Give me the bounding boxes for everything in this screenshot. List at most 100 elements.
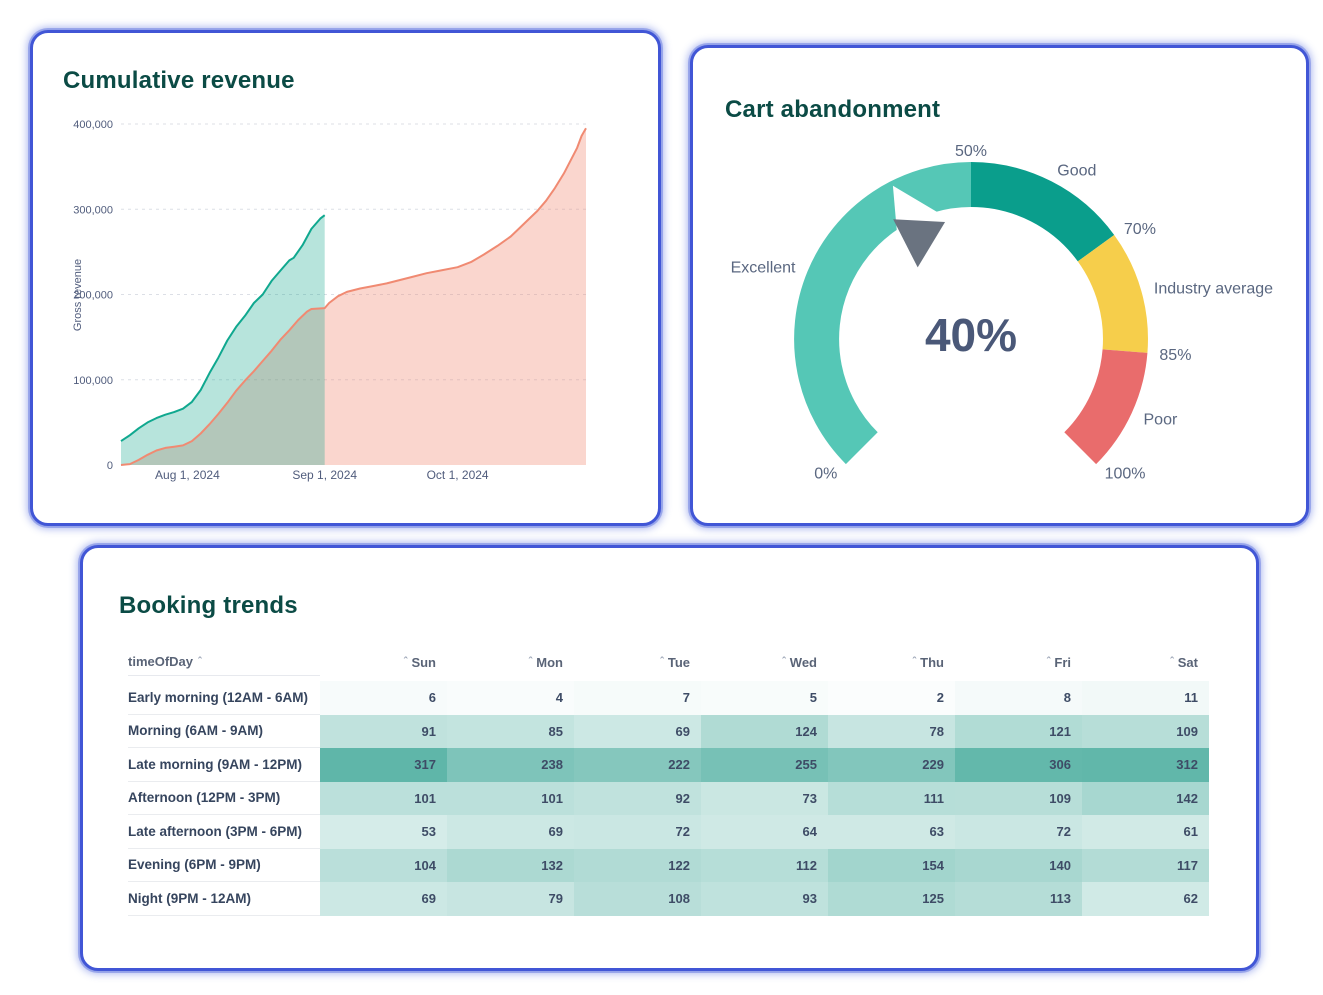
heatmap-cell: 78: [828, 714, 955, 748]
gauge-needle: [892, 185, 955, 277]
heatmap-cell: 61: [1082, 815, 1209, 849]
trends-card-title: Booking trends: [119, 592, 298, 619]
y-axis-label: Gross revenue: [72, 259, 84, 331]
heatmap-cell: 222: [574, 748, 701, 782]
heatmap-cell: 109: [955, 781, 1082, 815]
heatmap-cell: 69: [320, 882, 447, 916]
gauge-tick-label: 100%: [1105, 466, 1146, 483]
row-label: Night (9PM - 12AM): [128, 882, 320, 916]
heatmap-cell: 5: [701, 681, 828, 715]
row-label: Late morning (9AM - 12PM): [128, 748, 320, 782]
heatmap-cell: 64: [701, 815, 828, 849]
heatmap-cell: 104: [320, 848, 447, 882]
area-current-period: [121, 215, 325, 465]
sort-caret-icon: ˆ: [403, 656, 408, 668]
row-label: Evening (6PM - 9PM): [128, 849, 320, 882]
heatmap-cell: 2: [828, 681, 955, 715]
column-header-fri[interactable]: ˆ Fri: [1046, 654, 1071, 670]
revenue-card: Cumulative revenue 0 100,000 200,000 300,00…: [30, 30, 661, 526]
y-tick-label: 400,000: [73, 119, 113, 131]
revenue-area-chart: 0 100,000 200,000 300,000 400,000 Gross reven…: [72, 119, 587, 482]
heatmap-cell: 69: [574, 714, 701, 748]
gauge-segment-poor: [1063, 348, 1148, 465]
revenue-card-title: Cumulative revenue: [63, 67, 295, 94]
heatmap-cell: 229: [828, 748, 955, 782]
heatmap-cell: 7: [574, 681, 701, 715]
heatmap-cell: 8: [955, 681, 1082, 715]
heatmap-cell: 62: [1082, 882, 1209, 916]
y-tick-label: 0: [107, 460, 113, 472]
heatmap-cell: 111: [828, 781, 955, 815]
heatmap-cell: 11: [1082, 681, 1209, 715]
column-header-sat[interactable]: ˆ Sat: [1170, 654, 1198, 670]
heatmap-cell: 124: [701, 714, 828, 748]
sort-caret-icon: ˆ: [528, 656, 533, 668]
heatmap-cell: 69: [447, 815, 574, 849]
heatmap-cell: 72: [574, 815, 701, 849]
heatmap-row: Late morning (9AM - 12PM) 317 238 222 255 229…: [128, 748, 1209, 782]
heatmap-cell: 122: [574, 848, 701, 882]
gauge-tick-label: 85%: [1159, 347, 1191, 364]
heatmap-cell: 101: [447, 781, 574, 815]
heatmap-cell: 306: [955, 748, 1082, 782]
gauge-segment-excellent: [794, 162, 972, 465]
gauge-segment-good: [970, 162, 1115, 262]
line-current-period: [120, 214, 326, 442]
sort-caret-icon: ˆ: [912, 656, 917, 668]
sort-caret-icon: ˆ: [660, 656, 664, 668]
row-label: Afternoon (12PM - 3PM): [128, 782, 320, 815]
x-tick-label: Oct 1, 2024: [427, 468, 489, 482]
gauge-segment-industry-average: [1077, 234, 1148, 353]
gauge-tick-label: 50%: [955, 143, 987, 160]
heatmap-cell: 4: [447, 681, 574, 715]
heatmap-cell: 85: [447, 714, 574, 748]
heatmap-cell: 73: [701, 781, 828, 815]
heatmap-cell: 117: [1082, 848, 1209, 882]
row-label: Early morning (12AM - 6AM): [128, 681, 320, 715]
heatmap-cell: 91: [320, 714, 447, 748]
heatmap-cell: 154: [828, 848, 955, 882]
heatmap-cell: 112: [701, 848, 828, 882]
row-label: Morning (6AM - 9AM): [128, 715, 320, 748]
heatmap-cell: 142: [1082, 781, 1209, 815]
row-label: Late afternoon (3PM - 6PM): [128, 815, 320, 849]
line-previous-period: [120, 127, 587, 466]
heatmap-cell: 113: [955, 882, 1082, 916]
gauge-tick-label: 70%: [1124, 221, 1156, 238]
heatmap-cell: 238: [447, 748, 574, 782]
gauge-segment-label: Industry average: [1154, 280, 1273, 297]
sort-caret-icon: ˆ: [1046, 656, 1051, 668]
heatmap-header-row: timeOfDay ˆ ˆ Sun ˆ Mon ˆ Tue ˆ Wed ˆ Thu ˆ Fri ˆ Sat: [128, 648, 1209, 676]
y-tick-label: 300,000: [73, 204, 113, 216]
gauge-value: 40%: [924, 309, 1018, 361]
heatmap-row: Late afternoon (3PM - 6PM) 53 69 72 64 63 72 61: [128, 815, 1209, 849]
heatmap-row: Night (9PM - 12AM) 69 79 108 93 125 113 62: [128, 882, 1209, 916]
column-header-wed[interactable]: ˆ Wed: [782, 654, 817, 670]
heatmap-cell: 125: [828, 882, 955, 916]
heatmap-cell: 92: [574, 781, 701, 815]
gauge-segment-label: Excellent: [731, 259, 796, 276]
x-tick-label: Aug 1, 2024: [155, 468, 220, 482]
heatmap-cell: 132: [447, 848, 574, 882]
column-header-thu[interactable]: ˆ Thu: [912, 654, 945, 670]
heatmap-cell: 53: [320, 815, 447, 849]
heatmap-cell: 108: [574, 882, 701, 916]
gauge-tick-label: 0%: [814, 466, 837, 483]
heatmap-cell: 79: [447, 882, 574, 916]
column-header-tue[interactable]: ˆ Tue: [660, 654, 690, 670]
column-header-timeofday[interactable]: timeOfDay ˆ: [128, 648, 320, 676]
column-header-mon[interactable]: ˆ Mon: [528, 654, 563, 670]
column-header-sun[interactable]: ˆ Sun: [403, 654, 436, 670]
x-tick-label: Sep 1, 2024: [292, 468, 357, 482]
gauge-segment-label: Good: [1057, 163, 1096, 180]
heatmap-cell: 101: [320, 781, 447, 815]
gauge-card-title: Cart abandonment: [725, 96, 941, 123]
sort-caret-icon: ˆ: [198, 655, 202, 668]
heatmap-cell: 6: [320, 681, 447, 715]
heatmap-cell: 255: [701, 748, 828, 782]
heatmap-cell: 317: [320, 748, 447, 782]
sort-caret-icon: ˆ: [782, 656, 786, 668]
heatmap-cell: 72: [955, 815, 1082, 849]
heatmap-cell: 109: [1082, 714, 1209, 748]
